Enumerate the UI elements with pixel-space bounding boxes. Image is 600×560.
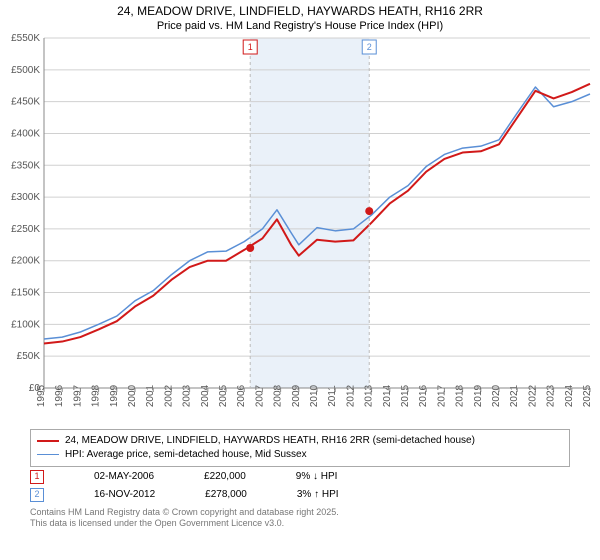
legend: 24, MEADOW DRIVE, LINDFIELD, HAYWARDS HE… [30,429,570,467]
sale-date-1: 02-MAY-2006 [94,471,154,482]
chart-container: 24, MEADOW DRIVE, LINDFIELD, HAYWARDS HE… [0,0,600,560]
svg-text:£100K: £100K [11,319,40,330]
sale-price-2: £278,000 [205,489,247,500]
svg-text:£150K: £150K [11,287,40,298]
chart-title-line2: Price paid vs. HM Land Registry's House … [0,20,600,32]
svg-text:£550K: £550K [11,33,40,44]
svg-text:£250K: £250K [11,224,40,235]
footer-line2: This data is licensed under the Open Gov… [30,518,570,529]
footer-line1: Contains HM Land Registry data © Crown c… [30,507,570,518]
svg-text:£350K: £350K [11,160,40,171]
svg-text:£400K: £400K [11,128,40,139]
svg-text:£200K: £200K [11,255,40,266]
sale-row-2: 2 16-NOV-2012 £278,000 3% ↑ HPI [30,487,570,503]
svg-text:£300K: £300K [11,192,40,203]
sale-delta-2: 3% ↑ HPI [297,489,339,500]
legend-label-price-paid: 24, MEADOW DRIVE, LINDFIELD, HAYWARDS HE… [65,435,475,446]
legend-item-price-paid: 24, MEADOW DRIVE, LINDFIELD, HAYWARDS HE… [37,434,563,448]
svg-text:2: 2 [367,42,372,52]
sale-date-2: 16-NOV-2012 [94,489,155,500]
sale-marker-2: 2 [30,488,44,502]
legend-swatch-price-paid [37,440,59,442]
sale-delta-1: 9% ↓ HPI [296,471,338,482]
legend-item-hpi: HPI: Average price, semi-detached house,… [37,448,563,462]
svg-text:1: 1 [248,42,253,52]
sale-marker-1: 1 [30,470,44,484]
sale-row-1: 1 02-MAY-2006 £220,000 9% ↓ HPI [30,469,570,485]
chart-plot: £0£50K£100K£150K£200K£250K£300K£350K£400… [0,32,600,427]
footer: Contains HM Land Registry data © Crown c… [30,507,570,530]
sale-price-1: £220,000 [204,471,246,482]
svg-text:£500K: £500K [11,64,40,75]
svg-text:£450K: £450K [11,96,40,107]
legend-label-hpi: HPI: Average price, semi-detached house,… [65,449,307,460]
svg-text:£50K: £50K [17,351,41,362]
legend-swatch-hpi [37,454,59,456]
chart-title-line1: 24, MEADOW DRIVE, LINDFIELD, HAYWARDS HE… [0,0,600,20]
